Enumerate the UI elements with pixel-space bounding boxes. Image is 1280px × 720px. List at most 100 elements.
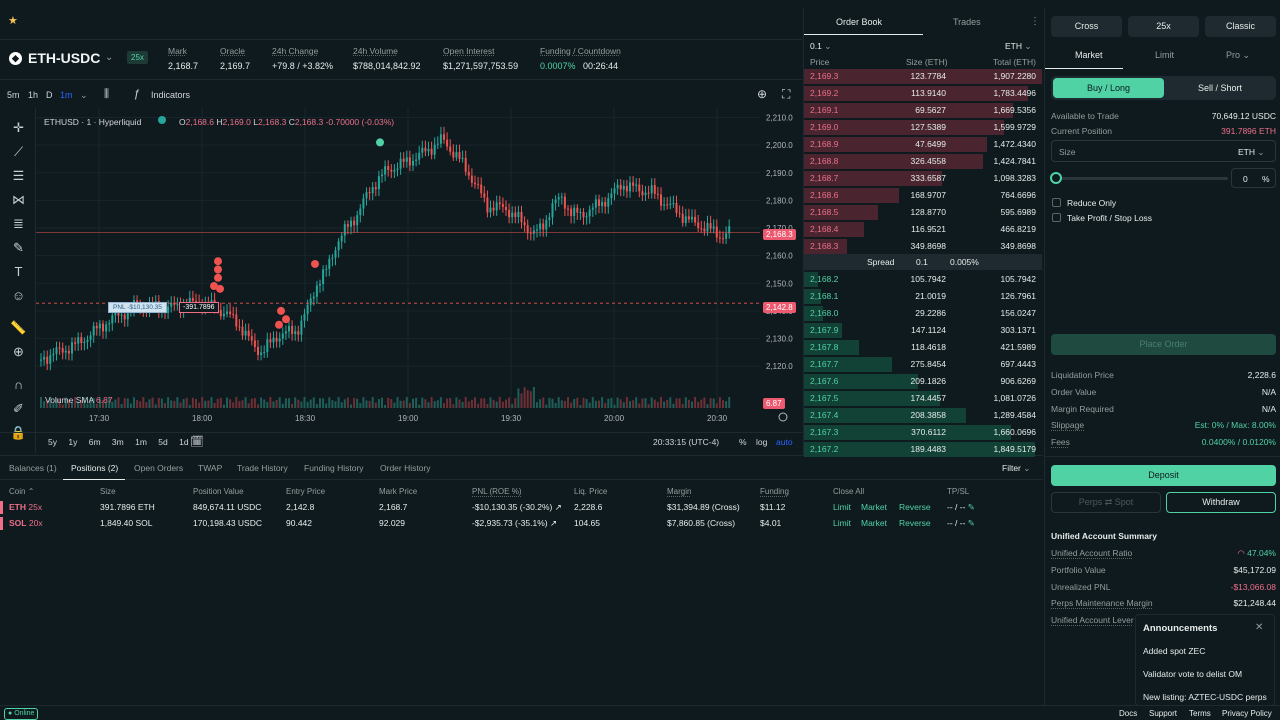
position-size-tag[interactable]: -391.7896 [179, 302, 219, 313]
tab-open-orders[interactable]: Open Orders [134, 463, 184, 473]
ob-bid-row[interactable]: 2,167.7 275.8454 697.4443 [804, 356, 1042, 372]
size-input[interactable] [1051, 140, 1276, 162]
tpsl-checkbox[interactable] [1052, 213, 1061, 222]
sell-short-button[interactable]: Sell / Short [1197, 83, 1243, 93]
announcement-item[interactable]: Added spot ZEC [1143, 646, 1206, 656]
size-unit-select[interactable]: ETH ⌄ [1238, 147, 1265, 157]
emoji-icon[interactable]: ☺ [11, 288, 26, 303]
ob-bid-row[interactable]: 2,168.2 105.7942 105.7942 [804, 271, 1042, 287]
magnet-icon[interactable]: ∩ [13, 377, 24, 392]
brush-icon[interactable]: ✎ [13, 240, 24, 255]
timeframe-1m[interactable]: 1m [60, 90, 73, 100]
announcement-item[interactable]: New listing: AZTEC-USDC perps [1143, 692, 1267, 702]
pattern-icon[interactable]: ⋈ [12, 192, 25, 207]
timeframe-1h[interactable]: 1h [28, 90, 39, 100]
ob-bid-row[interactable]: 2,167.6 209.1826 906.6269 [804, 373, 1042, 389]
position-pnl-tag[interactable]: PNL -$10,130.35 [108, 302, 167, 313]
range-5d[interactable]: 5d [158, 437, 168, 447]
indicators-button[interactable]: Indicators [151, 90, 191, 100]
ob-bid-row[interactable]: 2,167.4 208.3858 1,289.4584 [804, 407, 1042, 423]
ob-ask-row[interactable]: 2,169.3 123.7784 1,907.2280 [804, 68, 1042, 84]
percent-toggle[interactable]: % [739, 437, 747, 447]
log-toggle[interactable]: log [756, 437, 768, 447]
pos-a1[interactable]: Limit [833, 502, 851, 512]
footer-link-privacy[interactable]: Privacy Policy [1222, 709, 1272, 718]
ob-ask-row[interactable]: 2,168.8 326.4558 1,424.7841 [804, 153, 1042, 169]
order-type-pro[interactable]: Pro ⌄ [1226, 50, 1251, 60]
ob-ask-row[interactable]: 2,169.0 127.5389 1,599.9729 [804, 119, 1042, 135]
size-percent-input[interactable] [1231, 168, 1276, 188]
ob-ask-row[interactable]: 2,168.5 128.8770 595.6989 [804, 204, 1042, 220]
ob-bid-row[interactable]: 2,167.5 174.4457 1,081.0726 [804, 390, 1042, 406]
ob-ask-row[interactable]: 2,168.7 333.6587 1,098.3283 [804, 170, 1042, 186]
pos-coin[interactable]: SOL 20x [9, 518, 43, 528]
chevron-down-icon[interactable]: ⌄ [80, 90, 88, 100]
ob-bid-row[interactable]: 2,168.1 21.0019 126.7961 [804, 288, 1042, 304]
fib-icon[interactable]: ≣ [13, 216, 24, 231]
range-1m[interactable]: 1m [135, 437, 147, 447]
chevron-down-icon[interactable]: ⌄ [105, 52, 114, 63]
price-chart[interactable]: 2,210.0 2,200.0 2,190.0 2,180.0 2,170.0 2,160… [36, 108, 802, 433]
tab-funding-history[interactable]: Funding History [304, 463, 364, 473]
favorite-star-icon[interactable]: ★ [8, 15, 18, 27]
market-pair-selector[interactable]: ETH-USDC [28, 50, 101, 66]
ob-ask-row[interactable]: 2,169.2 113.9140 1,783.4496 [804, 85, 1042, 101]
more-options-icon[interactable]: ⋮ [1030, 16, 1040, 27]
buy-long-button[interactable]: Buy / Long [1053, 78, 1164, 98]
tab-trades[interactable]: Trades [953, 17, 981, 27]
zoom-in-icon[interactable]: ⊕ [13, 344, 24, 359]
leverage-button[interactable]: 25x [1128, 16, 1199, 37]
tab-order-history[interactable]: Order History [380, 463, 431, 473]
order-type-limit[interactable]: Limit [1155, 50, 1175, 60]
deposit-button[interactable]: Deposit [1051, 465, 1276, 486]
ob-bid-row[interactable]: 2,167.8 118.4618 421.5989 [804, 339, 1042, 355]
close-all-button[interactable]: Close All [833, 487, 865, 496]
auto-toggle[interactable]: auto [776, 437, 793, 447]
footer-link-terms[interactable]: Terms [1189, 709, 1211, 718]
size-slider-handle[interactable] [1050, 172, 1062, 184]
withdraw-button[interactable]: Withdraw [1166, 492, 1276, 513]
mode-button[interactable]: Classic [1205, 16, 1276, 37]
ob-ask-row[interactable]: 2,168.4 116.9521 466.8219 [804, 221, 1042, 237]
calendar-icon[interactable]: 🗓 [190, 436, 204, 448]
tab-order-book[interactable]: Order Book [836, 17, 883, 27]
tick-size-select[interactable]: 0.1 ⌄ [810, 41, 832, 51]
pos-a2[interactable]: Market [861, 502, 887, 512]
size-slider-track[interactable] [1057, 177, 1228, 180]
pos-coin[interactable]: ETH 25x [9, 502, 43, 512]
footer-link-support[interactable]: Support [1149, 709, 1178, 718]
indicators-icon[interactable]: ƒ [134, 88, 141, 100]
footer-link-docs[interactable]: Docs [1119, 709, 1138, 718]
tab-twap[interactable]: TWAP [198, 463, 223, 473]
pos-a3[interactable]: Reverse [899, 502, 931, 512]
horizontal-lines-icon[interactable]: ☰ [12, 168, 25, 183]
trendline-icon[interactable]: ⟋ [13, 144, 24, 159]
reduce-only-checkbox[interactable] [1052, 198, 1061, 207]
zoom-icon[interactable]: ⊕ [757, 87, 768, 101]
fullscreen-icon[interactable]: ⛶ [782, 87, 791, 101]
order-type-market[interactable]: Market [1075, 50, 1103, 60]
pos-a1[interactable]: Limit [833, 518, 851, 528]
candle-type-icon[interactable]: ⫼ [104, 88, 110, 100]
margin-mode-button[interactable]: Cross [1051, 16, 1122, 37]
range-5y[interactable]: 5y [48, 437, 57, 447]
col-coin[interactable]: Coin ⌃ [9, 487, 35, 496]
tab-trade-history[interactable]: Trade History [237, 463, 288, 473]
ob-ask-row[interactable]: 2,169.1 69.5627 1,669.5356 [804, 102, 1042, 118]
tab-positions[interactable]: Positions (2) [71, 463, 119, 473]
ob-ask-row[interactable]: 2,168.6 168.9707 764.6696 [804, 187, 1042, 203]
tab-balances[interactable]: Balances (1) [9, 463, 57, 473]
timeframe-d[interactable]: D [46, 90, 53, 100]
range-1y[interactable]: 1y [68, 437, 78, 447]
ob-ask-row[interactable]: 2,168.3 349.8698 349.8698 [804, 238, 1042, 254]
announcement-item[interactable]: Validator vote to delist OM [1143, 669, 1243, 679]
lock-drawing-icon[interactable]: ✐ [13, 401, 24, 416]
pos-a2[interactable]: Market [861, 518, 887, 528]
ob-bid-row[interactable]: 2,167.3 370.6112 1,660.0696 [804, 424, 1042, 440]
place-order-button[interactable]: Place Order [1051, 334, 1276, 355]
perps-spot-button[interactable]: Perps ⇄ Spot [1051, 492, 1161, 513]
ob-bid-row[interactable]: 2,167.9 147.1124 303.1371 [804, 322, 1042, 338]
ob-bid-row[interactable]: 2,167.2 189.4483 1,849.5179 [804, 441, 1042, 457]
ruler-icon[interactable]: 📏 [10, 320, 27, 335]
close-icon[interactable]: ✕ [1255, 622, 1264, 633]
